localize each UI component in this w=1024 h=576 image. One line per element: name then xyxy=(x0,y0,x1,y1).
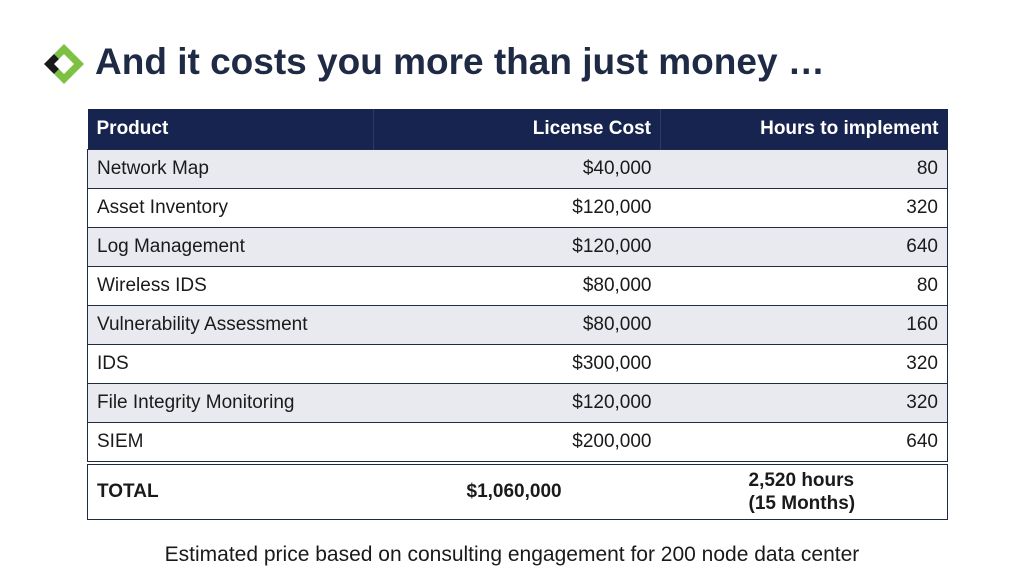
footnote: Estimated price based on consulting enga… xyxy=(164,543,860,566)
table-row: Vulnerability Assessment $80,000 160 xyxy=(87,305,948,345)
product-cell: Wireless IDS xyxy=(87,266,374,306)
table-header-row: Product License Cost Hours to implement xyxy=(87,109,948,150)
table-row: Asset Inventory $120,000 320 xyxy=(87,188,948,228)
table-row: IDS $300,000 320 xyxy=(87,344,948,384)
product-cell: SIEM xyxy=(87,422,374,463)
table-row: Wireless IDS $80,000 80 xyxy=(87,266,948,306)
total-row: TOTAL $1,060,000 2,520 hours (15 Months) xyxy=(87,461,948,520)
hours-cell: 160 xyxy=(660,305,948,345)
total-label: TOTAL xyxy=(87,461,374,520)
cost-cell: $80,000 xyxy=(373,305,661,345)
cost-cell: $200,000 xyxy=(373,422,661,463)
table-row: Network Map $40,000 80 xyxy=(87,149,948,189)
header-product: Product xyxy=(87,109,374,150)
total-hours-value: 2,520 hours xyxy=(748,470,855,491)
product-cell: IDS xyxy=(87,344,374,384)
cost-cell: $300,000 xyxy=(373,344,661,384)
hours-cell: 640 xyxy=(660,422,948,463)
diamond-arrows-icon xyxy=(44,44,84,84)
cost-cell: $120,000 xyxy=(373,188,661,228)
header-hours: Hours to implement xyxy=(660,109,948,150)
hours-cell: 640 xyxy=(660,227,948,267)
cost-table: Product License Cost Hours to implement … xyxy=(87,109,948,520)
cost-cell: $80,000 xyxy=(373,266,661,306)
table-row: Log Management $120,000 640 xyxy=(87,227,948,267)
cost-cell: $120,000 xyxy=(373,383,661,423)
table-row: SIEM $200,000 640 xyxy=(87,422,948,463)
total-cost: $1,060,000 xyxy=(373,461,661,520)
product-cell: Asset Inventory xyxy=(87,188,374,228)
product-cell: Vulnerability Assessment xyxy=(87,305,374,345)
cost-cell: $120,000 xyxy=(373,227,661,267)
hours-cell: 320 xyxy=(660,383,948,423)
page-title: And it costs you more than just money … xyxy=(95,41,825,82)
product-cell: File Integrity Monitoring xyxy=(87,383,374,423)
header-license-cost: License Cost xyxy=(373,109,661,150)
table-row: File Integrity Monitoring $120,000 320 xyxy=(87,383,948,423)
hours-cell: 320 xyxy=(660,188,948,228)
hours-cell: 80 xyxy=(660,266,948,306)
cost-cell: $40,000 xyxy=(373,149,661,189)
total-months-value: (15 Months) xyxy=(748,493,856,514)
total-hours: 2,520 hours (15 Months) xyxy=(660,461,948,520)
hours-cell: 80 xyxy=(660,149,948,189)
hours-cell: 320 xyxy=(660,344,948,384)
product-cell: Network Map xyxy=(87,149,374,189)
product-cell: Log Management xyxy=(87,227,374,267)
